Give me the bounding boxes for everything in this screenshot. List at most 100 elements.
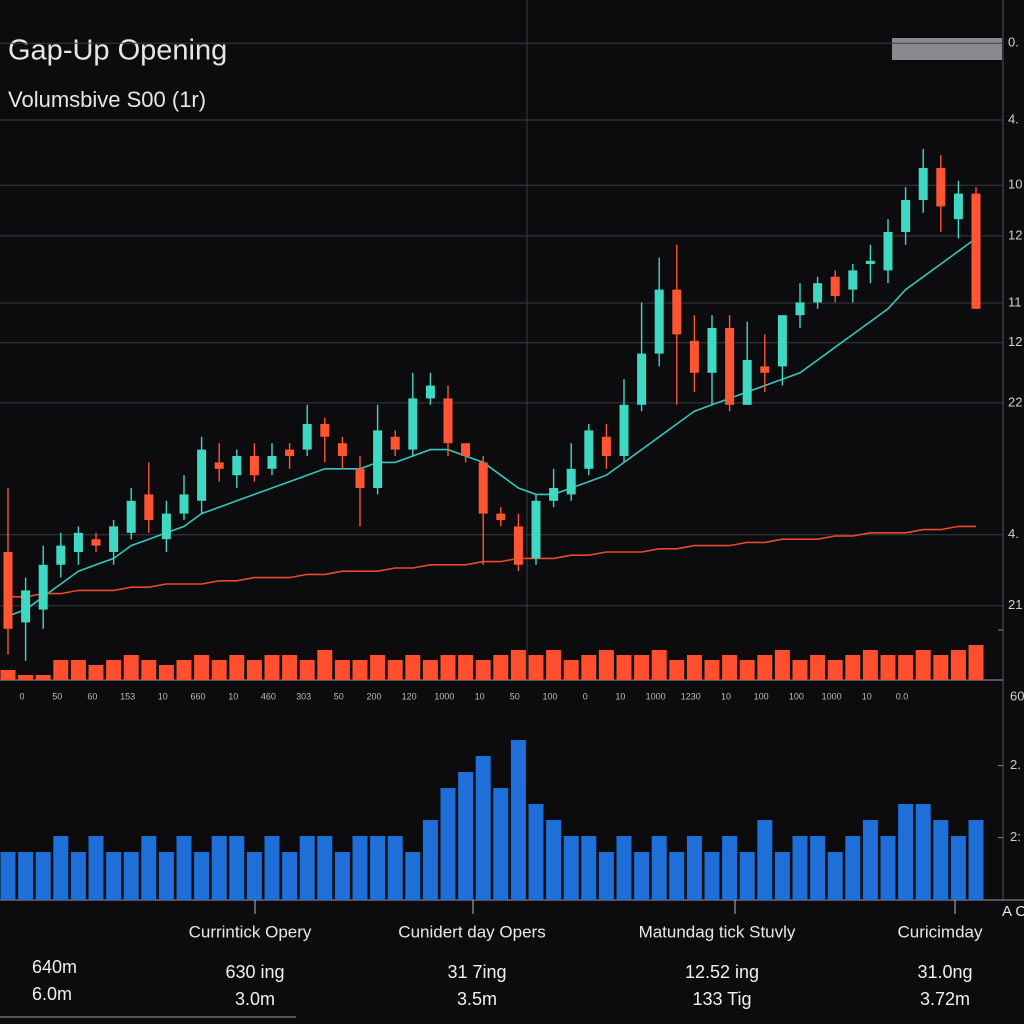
candle-body: [496, 513, 506, 520]
volume-bar: [458, 655, 474, 680]
volume-bar: [440, 655, 456, 680]
volume-bar: [211, 660, 227, 680]
candle-body: [56, 545, 66, 565]
y-tick-label: 22: [1008, 394, 1022, 409]
volume-bar: [70, 660, 86, 680]
volume-bar: [194, 852, 210, 900]
volume-bar: [845, 655, 861, 680]
candle-body: [355, 468, 365, 488]
volume-bar: [422, 660, 438, 680]
candle-body: [584, 430, 594, 469]
candle-body: [742, 360, 752, 405]
footer-value: 31 7ing: [447, 962, 506, 982]
volume-bar: [950, 650, 966, 680]
volume-bar: [739, 852, 755, 900]
volume-bar: [18, 852, 34, 900]
x-tick-label: 1000: [434, 691, 454, 701]
volume-bar: [686, 655, 702, 680]
volume-bar: [88, 665, 104, 680]
volume-bar: [370, 836, 386, 900]
volume-bar: [493, 788, 509, 900]
volume-bar: [634, 655, 650, 680]
candle-body: [126, 500, 136, 533]
x-tick-label: 50: [52, 691, 62, 701]
candle-body: [197, 449, 207, 501]
x-tick-label: 660: [190, 691, 205, 701]
volume-bar: [158, 852, 174, 900]
candle-body: [936, 168, 946, 207]
x-tick-label: 100: [789, 691, 804, 701]
candle-body: [654, 289, 664, 354]
volume-bar: [176, 836, 192, 900]
footer-label: Curicimday: [897, 922, 983, 941]
header-bar: [892, 38, 1002, 60]
candle-body: [830, 276, 840, 296]
volume-bar: [880, 836, 896, 900]
y-tick-label: 12: [1008, 227, 1022, 242]
candle-body: [848, 270, 858, 290]
candle-body: [795, 302, 805, 316]
volume-bar: [264, 836, 280, 900]
candle-body: [425, 385, 435, 399]
volume-bar: [651, 836, 667, 900]
y-tick-label: 12: [1008, 334, 1022, 349]
candle-body: [531, 500, 541, 559]
volume-bar: [915, 650, 931, 680]
volume-bar: [528, 655, 544, 680]
volume-bar: [933, 655, 949, 680]
volume-bar: [563, 836, 579, 900]
volume-bar: [528, 804, 544, 900]
volume-bar: [334, 852, 350, 900]
volume-bar: [88, 836, 104, 900]
volume-bar: [774, 852, 790, 900]
candle-body: [619, 404, 629, 456]
x-tick-label: 0.0: [896, 691, 909, 701]
x-tick-label: 303: [296, 691, 311, 701]
volume-bar: [827, 852, 843, 900]
volume-bar: [493, 655, 509, 680]
volume-bar: [898, 655, 914, 680]
candle-body: [214, 462, 224, 469]
footer-value: 640m: [32, 957, 77, 977]
volume-bar: [370, 655, 386, 680]
y-tick-label: 21: [1008, 597, 1022, 612]
candle-body: [320, 424, 330, 437]
volume-bar: [0, 670, 16, 680]
volume-bar: [704, 660, 720, 680]
volume-bar: [757, 655, 773, 680]
volume-bar: [651, 650, 667, 680]
volume-bar: [598, 852, 614, 900]
footer-value: 133 Tig: [692, 989, 751, 1009]
volume-bar: [581, 836, 597, 900]
volume-bar: [405, 852, 421, 900]
volume-bar: [581, 655, 597, 680]
volume-bar: [317, 650, 333, 680]
y-tick-label: 10: [1008, 177, 1022, 192]
volume-bar: [722, 836, 738, 900]
candle-body: [601, 436, 611, 456]
volume-bar: [141, 660, 157, 680]
footer-label: Matundag tick Stuvly: [639, 922, 796, 941]
x-tick-label: 100: [754, 691, 769, 701]
x-tick-label: 200: [366, 691, 381, 701]
volume-bar: [123, 655, 139, 680]
candle-body: [443, 398, 453, 444]
candle-body: [267, 456, 277, 469]
footer-value: 6.0m: [32, 984, 72, 1004]
volume-bar: [950, 836, 966, 900]
volume-bar: [510, 650, 526, 680]
y-tick-label: 2.: [1010, 757, 1021, 772]
volume-bar: [106, 852, 122, 900]
volume-bar: [845, 836, 861, 900]
candle-body: [249, 456, 259, 476]
volume-bar: [968, 645, 984, 680]
volume-bar: [634, 852, 650, 900]
volume-bar: [229, 655, 245, 680]
candle-body: [179, 494, 189, 514]
y-tick-label: 2:: [1010, 829, 1021, 844]
volume-bar: [106, 660, 122, 680]
y-tick-label: 4.: [1008, 526, 1019, 541]
volume-bar: [810, 655, 826, 680]
candle-body: [672, 289, 682, 335]
